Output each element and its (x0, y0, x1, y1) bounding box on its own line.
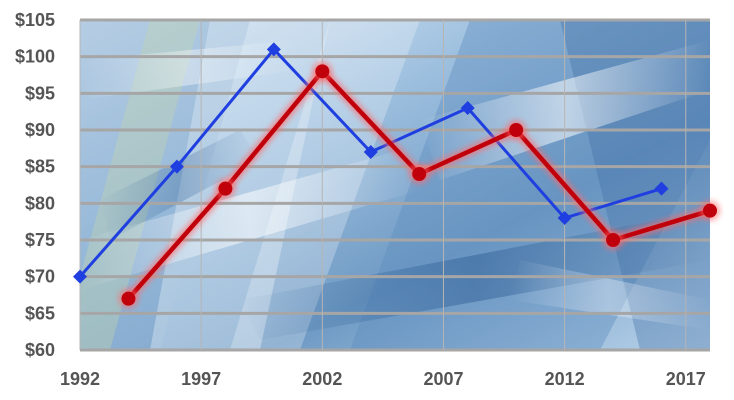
series-0-point-4 (460, 101, 475, 115)
x-tick-label: 2007 (423, 369, 463, 389)
series-1-point-6 (703, 203, 717, 218)
series-1-point-5 (606, 233, 621, 247)
x-tick-label: 2012 (545, 369, 585, 389)
x-tick-label: 1992 (60, 369, 100, 389)
x-axis-tick-labels: 1992 1997 2002 2007 2012 2017 (60, 369, 706, 389)
series-1-point-3 (412, 167, 427, 181)
series-1-point-2 (315, 64, 330, 79)
x-tick-label: 1997 (181, 369, 221, 389)
series-0-point-2 (266, 42, 281, 57)
series-1-point-1 (218, 181, 233, 196)
series-0-point-3 (363, 145, 378, 159)
y-tick-label: $90 (25, 120, 55, 140)
series-0 (73, 42, 669, 284)
y-tick-label: $70 (25, 267, 55, 287)
y-tick-label: $75 (25, 230, 55, 250)
x-tick-label: 2017 (666, 369, 706, 389)
y-axis-tick-labels: $60 $65 $70 $75 $80 $85 $90 $95 $100 $105 (15, 10, 55, 360)
y-tick-label: $100 (15, 47, 55, 67)
series-layer (73, 42, 720, 309)
series-1-point-0 (121, 291, 136, 306)
x-tick-label: 2002 (302, 369, 342, 389)
y-tick-label: $65 (25, 303, 55, 323)
series-1 (118, 61, 720, 309)
y-tick-label: $95 (25, 83, 55, 103)
series-0-point-1 (169, 159, 184, 174)
y-tick-label: $85 (25, 157, 55, 177)
y-tick-label: $105 (15, 10, 55, 30)
vertical-gridlines (79, 20, 687, 350)
y-tick-label: $60 (25, 340, 55, 360)
series-0-point-6 (654, 181, 669, 196)
series-0-point-0 (73, 269, 87, 284)
series-1-point-4 (509, 123, 524, 137)
y-tick-label: $80 (25, 193, 55, 213)
plot-background (80, 20, 710, 350)
series-0-point-5 (557, 211, 572, 225)
